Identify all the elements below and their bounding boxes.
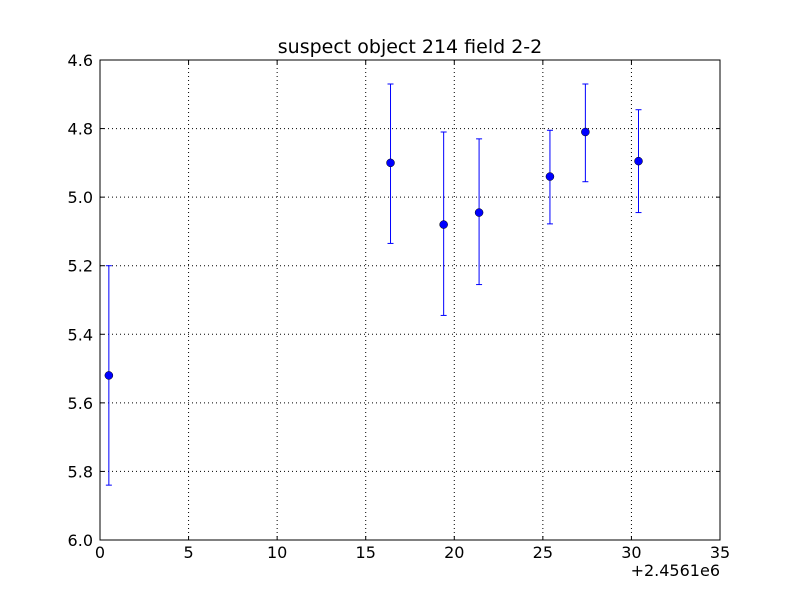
x-tick-label: 30 xyxy=(621,543,641,562)
plot-area xyxy=(100,60,720,540)
x-tick-labels: 0 5 10 15 20 25 30 35 xyxy=(95,543,730,562)
plot-frame xyxy=(99,59,721,541)
grid xyxy=(100,60,720,540)
y-tick-label: 4.6 xyxy=(68,51,93,70)
x-tick-label: 10 xyxy=(267,543,287,562)
chart-title: suspect object 214 field 2-2 xyxy=(278,36,543,58)
x-tick-label: 35 xyxy=(710,543,730,562)
x-offset-label: +2.4561e6 xyxy=(631,561,720,580)
y-tick-label: 4.8 xyxy=(68,120,93,139)
data-point xyxy=(439,220,448,229)
data-point xyxy=(104,371,114,380)
y-tick-label: 5.4 xyxy=(68,325,93,344)
ticks xyxy=(99,59,721,541)
data-point xyxy=(581,127,590,137)
y-tick-label: 5.8 xyxy=(68,462,93,481)
x-tick-label: 5 xyxy=(183,543,193,562)
x-tick-label: 20 xyxy=(444,543,464,562)
x-tick-label: 15 xyxy=(356,543,376,562)
x-tick-label: 25 xyxy=(533,543,553,562)
x-tick-label: 0 xyxy=(95,543,105,562)
y-tick-label: 5.6 xyxy=(68,394,93,413)
y-tick-label: 6.0 xyxy=(68,531,93,550)
data-markers xyxy=(104,127,643,380)
data-point xyxy=(634,156,643,166)
data-point xyxy=(386,158,395,168)
y-tick-label: 5.2 xyxy=(68,257,93,276)
y-tick-labels: 4.6 4.8 5.0 5.2 5.4 5.6 5.8 6.0 xyxy=(68,51,93,550)
data-point xyxy=(474,208,484,217)
data-point xyxy=(545,172,555,181)
y-tick-label: 5.0 xyxy=(68,188,93,207)
